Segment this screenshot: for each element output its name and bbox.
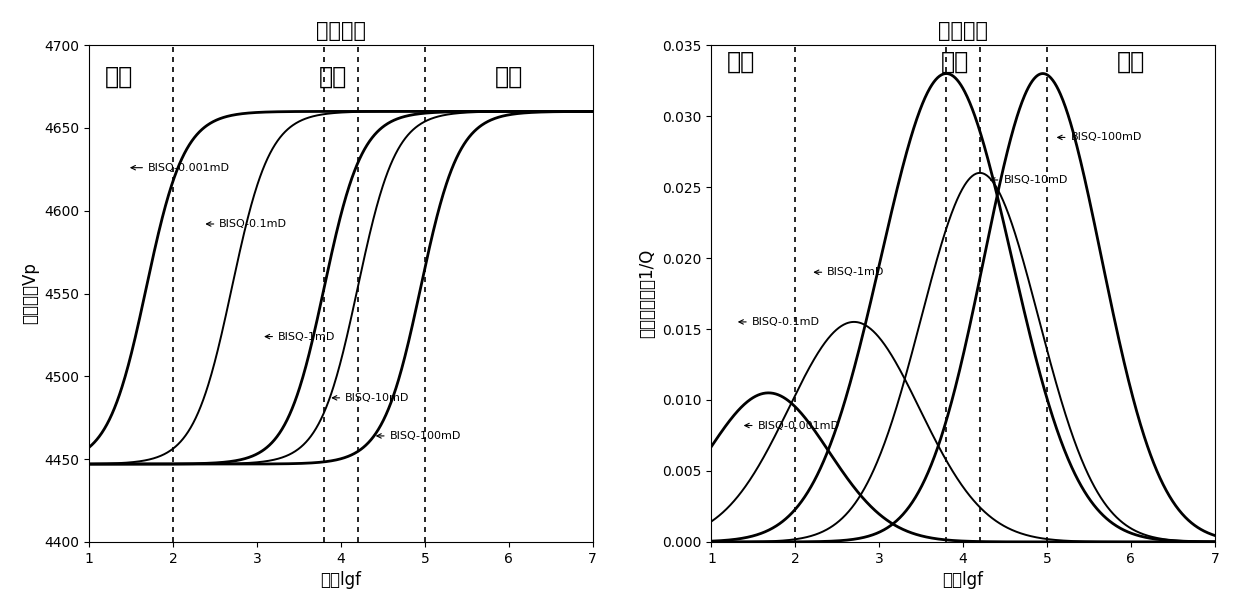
Text: BISQ-1mD: BISQ-1mD	[265, 332, 335, 342]
Text: BISQ-100mD: BISQ-100mD	[377, 431, 461, 441]
Text: BISQ-0.1mD: BISQ-0.1mD	[207, 219, 288, 229]
X-axis label: 频率lgf: 频率lgf	[320, 571, 361, 589]
Title: 纵波频散: 纵波频散	[316, 21, 366, 41]
X-axis label: 频率lgf: 频率lgf	[942, 571, 983, 589]
Text: BISQ-0.001mD: BISQ-0.001mD	[131, 163, 229, 173]
Y-axis label: 品质因子倒数1/Q: 品质因子倒数1/Q	[639, 249, 657, 338]
Title: 纵波衰减: 纵波衰减	[939, 21, 988, 41]
Text: BISQ-100mD: BISQ-100mD	[1058, 132, 1142, 142]
Text: 地震: 地震	[104, 65, 133, 89]
Text: BISQ-0.1mD: BISQ-0.1mD	[739, 317, 820, 327]
Text: BISQ-10mD: BISQ-10mD	[991, 175, 1068, 185]
Text: BISQ-10mD: BISQ-10mD	[332, 393, 409, 403]
Text: 测井: 测井	[319, 65, 347, 89]
Text: 测井: 测井	[941, 49, 968, 73]
Text: 超声: 超声	[1117, 49, 1145, 73]
Y-axis label: 纵波速度Vp: 纵波速度Vp	[21, 262, 38, 325]
Text: 超声: 超声	[495, 65, 523, 89]
Text: BISQ-0.001mD: BISQ-0.001mD	[745, 420, 839, 431]
Text: 地震: 地震	[727, 49, 755, 73]
Text: BISQ-1mD: BISQ-1mD	[815, 267, 884, 277]
